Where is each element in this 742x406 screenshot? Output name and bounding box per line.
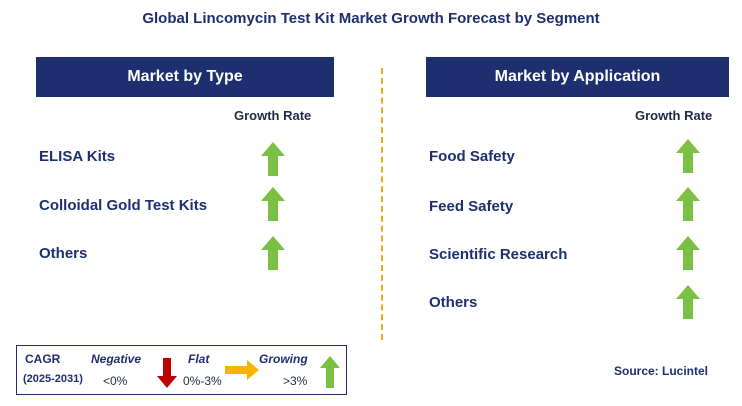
market-by-type-header: Market by Type	[36, 57, 334, 97]
application-item-others: Others	[429, 294, 478, 311]
growing-arrow-icon	[676, 236, 700, 270]
legend-cagr-label: CAGR	[25, 352, 61, 366]
negative-arrow-icon	[157, 358, 177, 388]
legend-negative-label: Negative	[91, 352, 142, 366]
growing-arrow-icon	[261, 236, 285, 270]
legend-period: (2025-2031)	[23, 373, 83, 385]
legend-growing-range: >3%	[283, 374, 308, 388]
growth-rate-label-application: Growth Rate	[635, 108, 713, 123]
growing-arrow-icon	[676, 285, 700, 319]
legend-negative-range: <0%	[103, 374, 128, 388]
panel-divider	[381, 68, 383, 340]
cagr-legend: CAGR (2025-2031) Negative <0% Flat 0%-3%…	[16, 345, 347, 395]
growing-arrow-icon	[261, 142, 285, 176]
type-item-colloidal-gold: Colloidal Gold Test Kits	[39, 197, 208, 214]
legend-growing-label: Growing	[259, 352, 308, 366]
market-by-application-header: Market by Application	[426, 57, 729, 97]
growing-arrow-icon	[320, 356, 340, 388]
type-item-others: Others	[39, 245, 88, 262]
application-item-food-safety: Food Safety	[429, 148, 515, 165]
flat-arrow-icon	[225, 360, 259, 380]
legend-flat-label: Flat	[188, 352, 210, 366]
growing-arrow-icon	[676, 139, 700, 173]
growing-arrow-icon	[676, 187, 700, 221]
type-item-elisa-kits: ELISA Kits	[39, 148, 116, 165]
growing-arrow-icon	[261, 187, 285, 221]
application-item-scientific-research: Scientific Research	[429, 246, 568, 263]
page-title: Global Lincomycin Test Kit Market Growth…	[142, 10, 600, 27]
source-note: Source: Lucintel	[614, 364, 709, 378]
growth-rate-label-type: Growth Rate	[234, 108, 312, 123]
legend-flat-range: 0%-3%	[183, 374, 222, 388]
application-item-feed-safety: Feed Safety	[429, 198, 514, 215]
